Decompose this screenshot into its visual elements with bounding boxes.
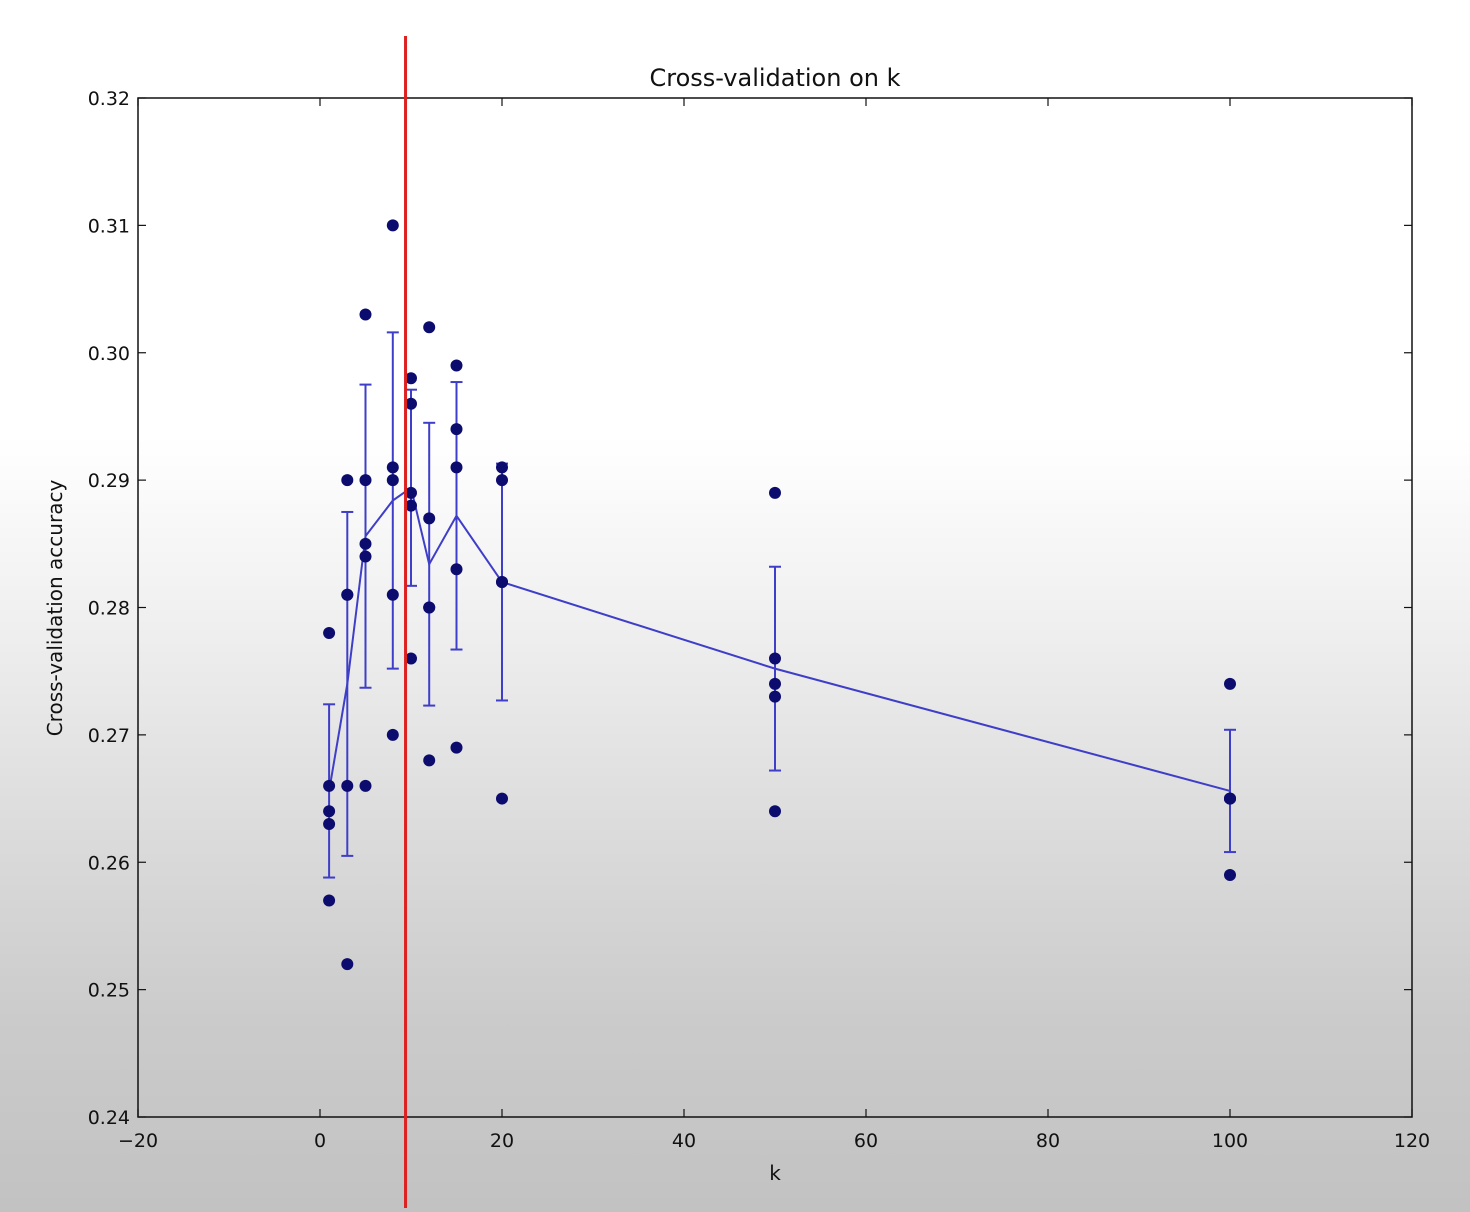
x-tick-label: 100 [1212, 1130, 1248, 1152]
y-tick-label: 0.30 [88, 343, 130, 365]
data-point [450, 563, 463, 576]
data-point [423, 512, 436, 525]
mean-line-path [328, 486, 1231, 792]
y-tick-label: 0.28 [88, 598, 130, 620]
data-point [323, 805, 336, 818]
data-point [323, 626, 336, 639]
data-point [769, 690, 781, 703]
data-point [496, 474, 508, 487]
data-point [769, 486, 781, 499]
data-point [450, 359, 463, 372]
x-tick-label: −20 [118, 1130, 158, 1152]
y-tick-label: 0.27 [88, 725, 130, 747]
data-point [359, 550, 372, 563]
data-point [359, 537, 372, 550]
y-tick-label: 0.31 [88, 215, 130, 237]
accuracy-points [323, 219, 1236, 971]
y-tick-label: 0.29 [88, 470, 130, 492]
error-bars [323, 331, 1236, 879]
x-tick-label: 120 [1394, 1130, 1430, 1152]
data-point [450, 741, 463, 754]
data-point [496, 461, 508, 474]
data-point [386, 219, 399, 232]
data-point [423, 601, 436, 614]
y-tick-label: 0.24 [88, 1107, 130, 1129]
data-point [386, 588, 399, 601]
data-point [769, 677, 781, 690]
data-point [341, 588, 354, 601]
y-tick-label: 0.26 [88, 852, 130, 874]
data-point [359, 779, 372, 792]
data-point [386, 728, 399, 741]
data-point [450, 461, 463, 474]
data-point [341, 958, 354, 971]
y-tick-label: 0.25 [88, 980, 130, 1002]
data-point [1224, 677, 1236, 690]
data-point [323, 894, 336, 907]
data-point [323, 779, 336, 792]
data-point [496, 576, 508, 589]
data-point [405, 652, 417, 665]
data-point [359, 474, 372, 487]
mean-accuracy-line [328, 486, 1231, 792]
x-tick-label: 20 [490, 1130, 514, 1152]
chart-title: Cross-validation on k [649, 64, 900, 92]
data-point [359, 308, 372, 321]
data-point [496, 792, 508, 805]
y-axis-ticks: 0.24 0.25 0.26 0.27 0.28 0.29 0.30 0.31 0.32 [88, 88, 1412, 1129]
data-point [405, 397, 417, 410]
data-point [405, 486, 417, 499]
data-point [769, 805, 781, 818]
x-tick-label: 0 [314, 1130, 326, 1152]
data-point [405, 372, 417, 385]
data-point [323, 818, 336, 831]
data-point [386, 474, 399, 487]
x-tick-label: 40 [672, 1130, 696, 1152]
data-point [341, 779, 354, 792]
y-tick-label: 0.32 [88, 88, 130, 110]
data-point [405, 499, 417, 512]
x-axis-ticks: −20 0 20 40 60 80 100 120 [118, 98, 1430, 1152]
data-point [423, 321, 436, 334]
data-point [423, 754, 436, 767]
data-point [769, 652, 781, 665]
data-point [1224, 868, 1236, 881]
x-tick-label: 80 [1036, 1130, 1060, 1152]
data-point [341, 474, 354, 487]
y-axis-label: Cross-validation accuracy [43, 480, 67, 737]
x-axis-label: k [769, 1161, 781, 1185]
data-point [386, 461, 399, 474]
x-tick-label: 60 [854, 1130, 878, 1152]
data-point [450, 423, 463, 436]
data-point [1224, 792, 1236, 805]
